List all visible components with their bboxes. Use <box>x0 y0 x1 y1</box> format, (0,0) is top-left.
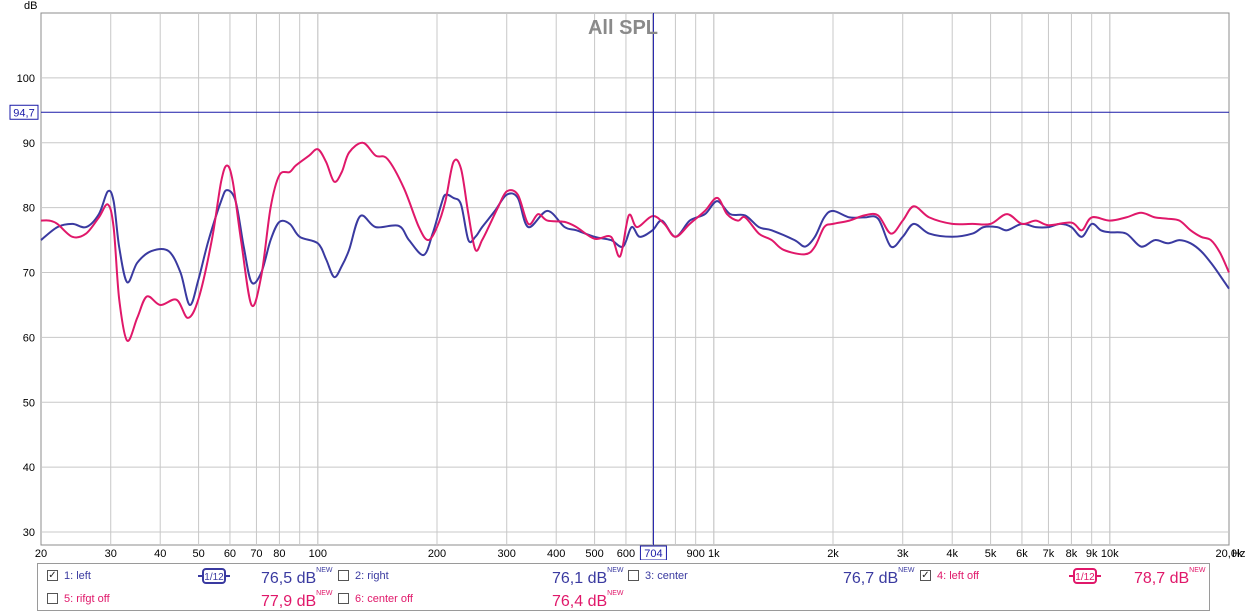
cursor-y-readout: 94,7 <box>13 107 34 119</box>
cursor-x-readout-box <box>639 545 667 560</box>
x-tick-label: 80 <box>273 548 285 560</box>
legend-label: 2: right <box>355 570 389 582</box>
y-axis-label: dB <box>24 0 37 12</box>
x-tick-label: 900 <box>686 548 704 560</box>
x-tick-label: 2k <box>827 548 839 560</box>
y-tick-label: 30 <box>23 527 35 539</box>
x-tick-label: 500 <box>585 548 603 560</box>
chart-title: All SPL <box>588 17 658 39</box>
series-line-4-left-off <box>40 141 1230 342</box>
legend-label: 1: left <box>64 570 91 582</box>
cursor-y-readout-box <box>9 104 39 120</box>
x-tick-label: 70 <box>250 548 262 560</box>
legend-label: 3: center <box>645 570 688 582</box>
smoothing-label: 1/12 <box>204 572 224 583</box>
smoothing-label: 1/12 <box>1075 572 1095 583</box>
legend-item-left-off[interactable]: ✓ 4: left off <box>920 565 1090 587</box>
legend-value-center-off: 76,4 dBNEW <box>552 590 624 610</box>
x-axis-label: Hz <box>1232 548 1245 560</box>
x-tick-label: 4k <box>946 548 958 560</box>
legend-item-left[interactable]: ✓ 1: left <box>47 565 217 587</box>
x-tick-label: 40 <box>154 548 166 560</box>
x-tick-label: 7k <box>1043 548 1055 560</box>
x-tick-label: 1k <box>708 548 720 560</box>
legend-item-right[interactable]: 2: right <box>338 565 508 587</box>
y-tick-label: 70 <box>23 268 35 280</box>
legend-panel: ✓ 1: left 1/12 76,5 dBNEW 2: right 76,1 … <box>37 563 1210 611</box>
x-tick-label: 30 <box>105 548 117 560</box>
x-tick-label: 100 <box>309 548 327 560</box>
legend-value-right: 76,1 dBNEW <box>552 567 624 587</box>
x-tick-label: 50 <box>192 548 204 560</box>
legend-checkbox[interactable]: ✓ <box>47 570 58 581</box>
x-tick-label: 6k <box>1016 548 1028 560</box>
x-tick-label: 5k <box>985 548 997 560</box>
smoothing-badge-left-off[interactable]: 1/12 <box>1069 567 1101 585</box>
legend-label: 4: left off <box>937 570 979 582</box>
x-tick-label: 10k <box>1101 548 1119 560</box>
legend-item-center[interactable]: 3: center <box>628 565 798 587</box>
x-tick-label: 3k <box>897 548 909 560</box>
legend-value-center: 76,7 dBNEW <box>843 567 915 587</box>
legend-checkbox[interactable] <box>338 593 349 604</box>
y-tick-label: 100 <box>17 73 35 85</box>
plot-frame <box>40 12 1230 546</box>
legend-checkbox[interactable] <box>338 570 349 581</box>
y-tick-label: 80 <box>23 203 35 215</box>
legend-item-center-off[interactable]: 6: center off <box>338 588 508 610</box>
legend-checkbox[interactable]: ✓ <box>920 570 931 581</box>
y-tick-label: 40 <box>23 462 35 474</box>
x-tick-label: 60 <box>224 548 236 560</box>
cursor-x-readout: 704 <box>644 548 662 560</box>
legend-checkbox[interactable] <box>47 593 58 604</box>
legend-label: 6: center off <box>355 593 413 605</box>
smoothing-badge-left[interactable]: 1/12 <box>198 567 230 585</box>
x-tick-label: 600 <box>617 548 635 560</box>
x-tick-label: 9k <box>1086 548 1098 560</box>
x-tick-label: 20,0k <box>1216 548 1243 560</box>
legend-value-rifgt-off: 77,9 dBNEW <box>261 590 333 610</box>
legend-item-rifgt-off[interactable]: 5: rifgt off <box>47 588 217 610</box>
legend-checkbox[interactable] <box>628 570 639 581</box>
x-tick-label: 200 <box>428 548 446 560</box>
legend-label: 5: rifgt off <box>64 593 110 605</box>
x-tick-label: 20 <box>35 548 47 560</box>
x-tick-label: 300 <box>498 548 516 560</box>
legend-value-left-off: 78,7 dBNEW <box>1134 567 1206 587</box>
x-tick-label: 400 <box>547 548 565 560</box>
y-tick-label: 60 <box>23 332 35 344</box>
legend-value-left: 76,5 dBNEW <box>261 567 333 587</box>
y-tick-label: 50 <box>23 397 35 409</box>
y-tick-label: 90 <box>23 138 35 150</box>
x-tick-label: 8k <box>1066 548 1078 560</box>
